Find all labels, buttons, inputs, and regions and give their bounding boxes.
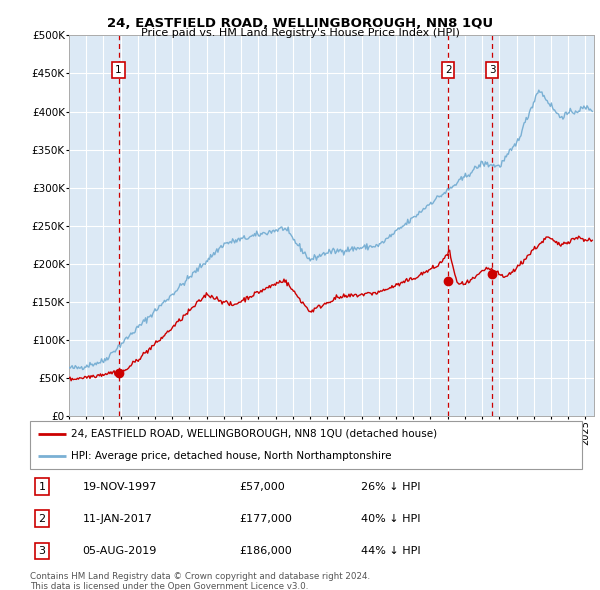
Text: 2: 2 bbox=[445, 65, 452, 75]
Text: 19-NOV-1997: 19-NOV-1997 bbox=[82, 481, 157, 491]
Text: 40% ↓ HPI: 40% ↓ HPI bbox=[361, 514, 421, 524]
Text: 44% ↓ HPI: 44% ↓ HPI bbox=[361, 546, 421, 556]
Text: 3: 3 bbox=[489, 65, 496, 75]
Text: 1: 1 bbox=[38, 481, 46, 491]
Text: £177,000: £177,000 bbox=[240, 514, 293, 524]
Text: 11-JAN-2017: 11-JAN-2017 bbox=[82, 514, 152, 524]
FancyBboxPatch shape bbox=[30, 421, 582, 469]
Text: 2: 2 bbox=[38, 514, 46, 524]
Text: 3: 3 bbox=[38, 546, 46, 556]
Text: 1: 1 bbox=[115, 65, 122, 75]
Text: 05-AUG-2019: 05-AUG-2019 bbox=[82, 546, 157, 556]
Text: 24, EASTFIELD ROAD, WELLINGBOROUGH, NN8 1QU (detached house): 24, EASTFIELD ROAD, WELLINGBOROUGH, NN8 … bbox=[71, 429, 437, 439]
Text: Price paid vs. HM Land Registry's House Price Index (HPI): Price paid vs. HM Land Registry's House … bbox=[140, 28, 460, 38]
Text: 24, EASTFIELD ROAD, WELLINGBOROUGH, NN8 1QU: 24, EASTFIELD ROAD, WELLINGBOROUGH, NN8 … bbox=[107, 17, 493, 30]
Text: HPI: Average price, detached house, North Northamptonshire: HPI: Average price, detached house, Nort… bbox=[71, 451, 392, 461]
Text: £57,000: £57,000 bbox=[240, 481, 286, 491]
Text: This data is licensed under the Open Government Licence v3.0.: This data is licensed under the Open Gov… bbox=[30, 582, 308, 590]
Text: 26% ↓ HPI: 26% ↓ HPI bbox=[361, 481, 421, 491]
Text: Contains HM Land Registry data © Crown copyright and database right 2024.: Contains HM Land Registry data © Crown c… bbox=[30, 572, 370, 581]
Text: £186,000: £186,000 bbox=[240, 546, 293, 556]
